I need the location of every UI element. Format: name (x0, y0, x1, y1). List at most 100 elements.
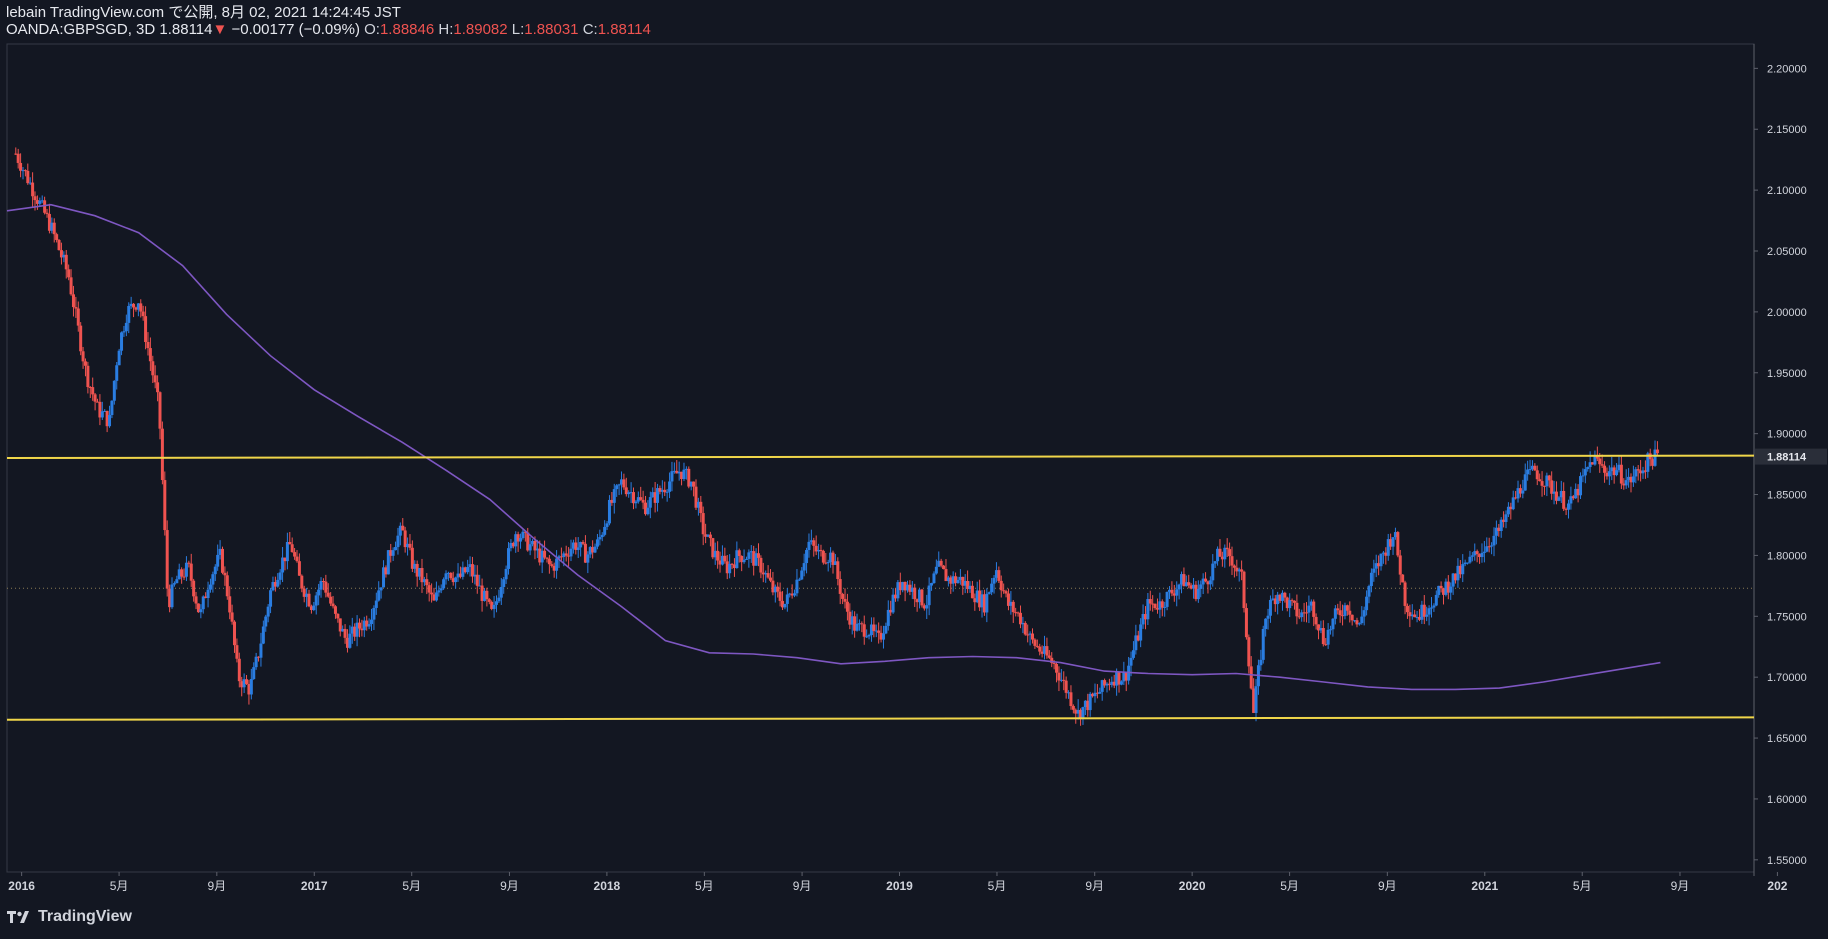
candle-body (1490, 545, 1494, 547)
candle-body (1155, 608, 1159, 610)
candle-body (365, 620, 369, 627)
candle-body (850, 616, 854, 625)
candle-body (307, 593, 311, 607)
candle-body (1557, 497, 1561, 501)
candle-body (69, 277, 73, 295)
candle-body (1030, 633, 1034, 640)
candle-body (684, 468, 688, 470)
candle-body (1312, 601, 1316, 617)
candle-body (146, 342, 150, 349)
candle-body (1542, 485, 1546, 487)
candle-body (552, 565, 556, 571)
candle-body (603, 526, 607, 535)
candle-body (485, 590, 489, 600)
candle-body (728, 563, 732, 574)
candle-body (800, 570, 804, 580)
candle-body (1069, 692, 1073, 707)
candle-body (348, 633, 352, 648)
candle-body (1199, 584, 1203, 589)
candle-body (593, 546, 597, 553)
candle-body (1052, 663, 1056, 665)
candle-body (1538, 479, 1542, 482)
candle-body (646, 507, 650, 515)
candle-body (1067, 692, 1071, 694)
candle-body (1018, 612, 1022, 625)
candle-body (184, 562, 188, 577)
candle-body (610, 499, 614, 503)
candle-body (1321, 628, 1325, 645)
candle-body (773, 586, 777, 593)
candle-body (1110, 681, 1114, 685)
candle-body (1365, 596, 1369, 611)
candle-body (963, 580, 967, 586)
candle-body (187, 562, 191, 564)
candle-body (300, 575, 304, 589)
candle-body (1485, 546, 1489, 552)
candle-body (1103, 680, 1107, 686)
candle-body (1432, 605, 1436, 608)
candle-body (531, 540, 535, 545)
candle-body (550, 564, 554, 566)
candle-body (47, 213, 51, 231)
candle-body (1523, 474, 1527, 491)
y-tick-label: 2.20000 (1767, 63, 1807, 75)
candle-body (1187, 582, 1191, 586)
candle-body (1480, 552, 1484, 558)
candle-body (958, 576, 962, 580)
candle-body (1177, 584, 1181, 590)
candle-body (1050, 657, 1054, 664)
candle-body (857, 623, 861, 625)
candle-body (1134, 635, 1138, 651)
candle-body (343, 628, 347, 638)
candle-body (122, 331, 126, 333)
candle-body (1021, 622, 1025, 625)
candle-body (314, 595, 318, 606)
candle-body (607, 499, 611, 524)
candle-body (1201, 578, 1205, 585)
candle-body (216, 554, 220, 567)
candle-body (377, 590, 381, 601)
candle-body (83, 361, 87, 366)
x-tick-label: 5月 (110, 879, 129, 893)
candle-body (1271, 598, 1275, 600)
candle-body (961, 576, 965, 586)
candle-body (689, 481, 693, 487)
y-tick-label: 2.05000 (1767, 246, 1807, 258)
candle-body (281, 557, 285, 573)
candle-body (1487, 546, 1491, 548)
y-tick-label: 1.80000 (1767, 550, 1807, 562)
candle-body (1343, 605, 1347, 616)
candle-body (259, 643, 263, 658)
candle-body (1458, 565, 1462, 575)
candle-body (1422, 604, 1426, 617)
candle-body (1009, 601, 1013, 606)
candle-body (670, 471, 674, 482)
y-tick-label: 1.65000 (1767, 733, 1807, 745)
candle-body (867, 635, 871, 637)
candle-body (482, 590, 486, 601)
candle-body (632, 492, 636, 504)
candle-body (756, 553, 760, 558)
candle-body (1160, 601, 1164, 608)
candle-body (1449, 586, 1453, 593)
candle-body (569, 548, 573, 557)
candle-body (641, 499, 645, 503)
candle-body (1093, 692, 1097, 697)
candle-body (213, 566, 217, 575)
candle-body (881, 633, 885, 640)
candle-body (841, 593, 845, 599)
candle-body (502, 579, 506, 588)
candle-body (848, 611, 852, 625)
candle-body (797, 579, 801, 581)
candle-body (1634, 469, 1638, 477)
candle-body (627, 492, 631, 495)
candle-body (1175, 589, 1179, 596)
candle-body (869, 624, 873, 636)
candle-body (903, 581, 907, 591)
candle-body (1610, 467, 1614, 472)
candle-body (1004, 591, 1008, 594)
candle-body (237, 658, 241, 682)
candle-body (396, 535, 400, 548)
candle-body (1305, 612, 1309, 614)
